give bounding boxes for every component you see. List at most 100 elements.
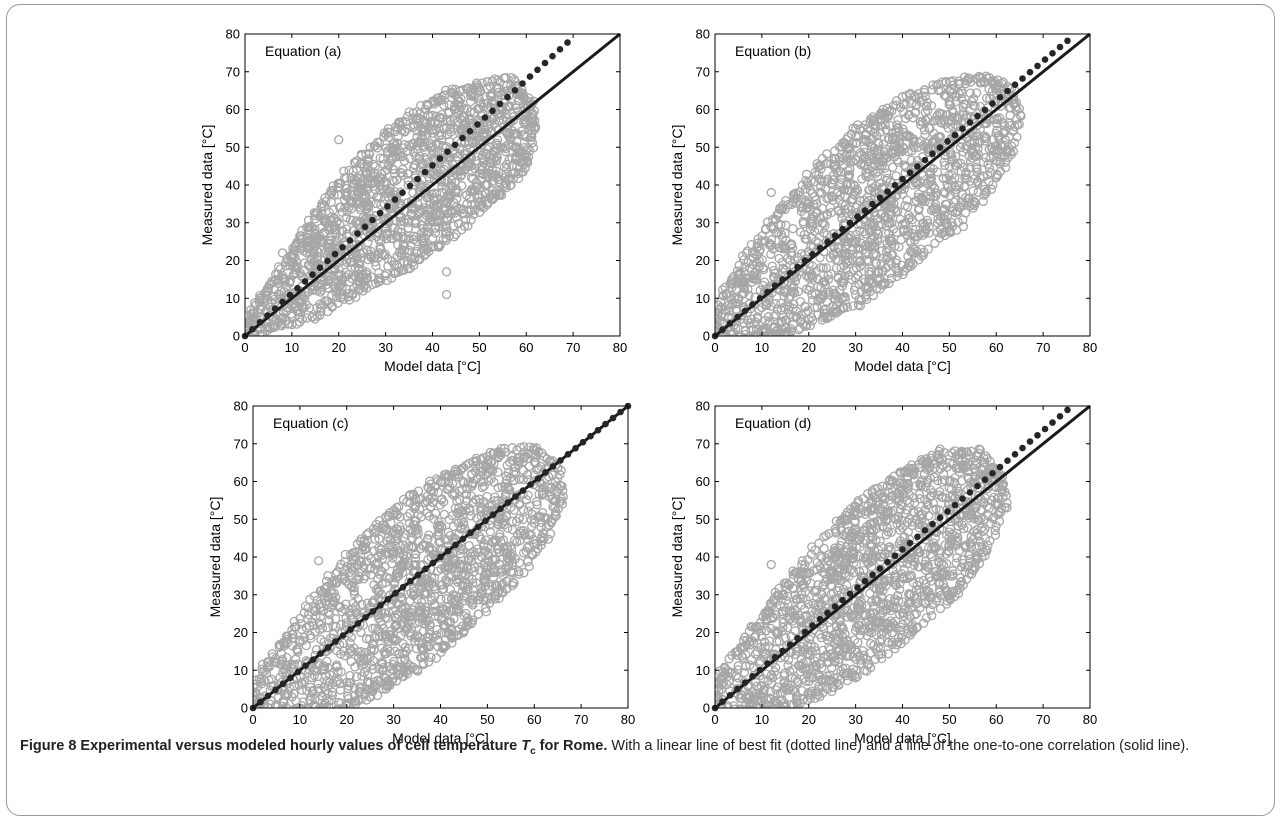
scatter-point [781, 195, 791, 206]
scatter-point [715, 331, 721, 336]
scatter-point [866, 114, 876, 124]
scatter-point [910, 244, 920, 254]
scatter-point [928, 138, 938, 148]
scatter-point [354, 687, 364, 697]
scatter-point [843, 166, 853, 176]
scatter-point [353, 189, 364, 199]
scatter-point [451, 108, 461, 118]
scatter-point [942, 110, 953, 120]
scatter-point [870, 121, 880, 131]
fit-marker [809, 251, 816, 258]
scatter-point [801, 169, 812, 179]
fit-marker [861, 207, 869, 214]
scatter-point [817, 315, 827, 325]
scatter-point [421, 540, 431, 550]
fit-marker [279, 298, 286, 306]
scatter-point [439, 509, 449, 520]
scatter-point [797, 180, 808, 190]
scatter-point [834, 156, 845, 167]
scatter-point [331, 677, 341, 687]
scatter-point [303, 215, 314, 225]
scatter-point [318, 238, 328, 248]
scatter-point [440, 622, 451, 632]
scatter-point [798, 218, 809, 229]
scatter-point [852, 200, 862, 210]
y-tick-label: 40 [226, 178, 240, 193]
y-tick-label: 10 [696, 291, 710, 306]
scatter-point [824, 193, 834, 203]
scatter-point [734, 260, 744, 270]
fit-marker [1026, 68, 1034, 76]
scatter-point [429, 514, 439, 524]
scatter-point [430, 611, 440, 621]
scatter-point [436, 544, 446, 554]
scatter-point [391, 524, 402, 534]
fit-marker [421, 168, 429, 176]
y-axis-label: Measured data [°C] [669, 125, 685, 246]
scatter-point [398, 604, 408, 614]
scatter-point [968, 131, 978, 141]
scatter-point [841, 180, 851, 190]
scatter-point [398, 170, 408, 181]
scatter-point [322, 276, 333, 286]
scatter-point [458, 545, 468, 555]
identity-line [244, 32, 621, 338]
scatter-point [396, 592, 407, 602]
scatter-point [527, 138, 538, 148]
scatter-point [452, 99, 463, 110]
y-tick-label: 80 [226, 27, 240, 42]
scatter-point [717, 332, 727, 336]
scatter-point [453, 518, 463, 528]
scatter-point [478, 541, 489, 551]
scatter-point [383, 510, 393, 521]
scatter-point [510, 462, 521, 472]
scatter-point [361, 269, 371, 279]
scatter-point [727, 298, 738, 308]
scatter-point [819, 218, 829, 228]
fit-marker [384, 203, 391, 210]
scatter-point [297, 225, 307, 236]
scatter-point [479, 560, 489, 570]
scatter-point [507, 452, 517, 462]
scatter-point [899, 144, 910, 154]
scatter-point [331, 662, 342, 672]
scatter-point [448, 164, 458, 174]
scatter-point [908, 113, 918, 123]
scatter-point [370, 257, 380, 267]
scatter-point [366, 570, 376, 580]
scatter-point [954, 76, 964, 86]
scatter-point [379, 132, 389, 142]
scatter-point [377, 520, 388, 530]
scatter-point [297, 685, 307, 695]
scatter-point [281, 257, 291, 267]
scatter-point [1008, 146, 1019, 157]
scatter-point [501, 163, 512, 174]
scatter-point [807, 315, 818, 326]
scatter-point [933, 131, 944, 142]
scatter-point [474, 135, 484, 146]
scatter-point [782, 300, 792, 310]
scatter-point [846, 154, 856, 164]
scatter-point [820, 280, 830, 290]
fit-marker [876, 194, 884, 202]
scatter-point [947, 115, 957, 126]
scatter-point [721, 289, 731, 299]
scatter-point [739, 255, 749, 265]
scatter-point [932, 218, 943, 228]
scatter-point [511, 142, 522, 152]
scatter-point [388, 139, 398, 149]
scatter-point [275, 264, 286, 274]
scatter-outlier [334, 135, 344, 145]
scatter-point [370, 161, 380, 172]
scatter-point [753, 234, 763, 244]
fit-marker [489, 107, 496, 115]
scatter-point [346, 678, 356, 688]
scatter-point [876, 208, 887, 218]
scatter-point [983, 159, 993, 169]
scatter-point [393, 267, 404, 277]
scatter-point [965, 162, 975, 173]
scatter-point [482, 144, 493, 154]
scatter-point [413, 536, 423, 546]
scatter-point [292, 319, 302, 329]
scatter-point [944, 96, 954, 106]
